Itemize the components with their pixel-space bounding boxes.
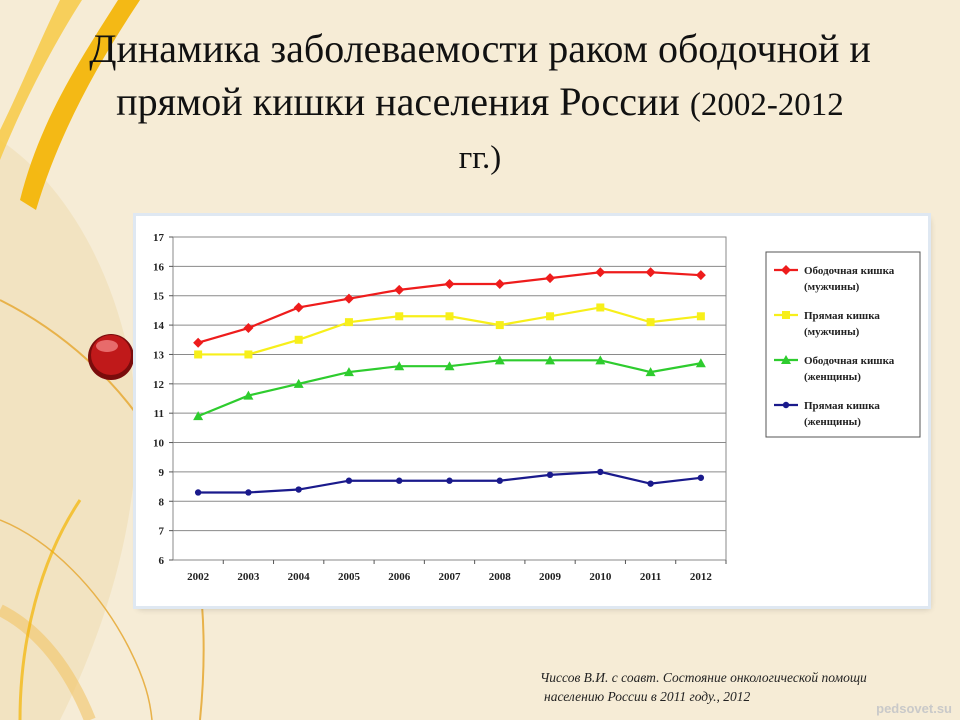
- series-2-point: [244, 350, 253, 359]
- series-2-point: [546, 312, 555, 321]
- y-tick-label: 8: [159, 496, 165, 508]
- series-3-point: [293, 378, 304, 388]
- source-citation: Чиссов В.И. с соавт. Состояние онкологич…: [540, 668, 940, 706]
- legend-swatch-marker: [782, 401, 790, 409]
- x-tick-label: 2011: [640, 571, 661, 583]
- source-line-2: населению России в 2011 году., 2012: [544, 689, 751, 704]
- x-tick-label: 2012: [690, 571, 713, 583]
- series-1-point: [695, 270, 706, 281]
- series-1-point: [595, 267, 606, 278]
- x-tick-label: 2006: [388, 571, 411, 583]
- legend-swatch-marker: [782, 311, 790, 319]
- series-4-point: [245, 489, 252, 496]
- series-3-point: [545, 355, 556, 365]
- title-line-1: Динамика заболеваемости раком ободочной …: [89, 26, 871, 71]
- y-tick-label: 7: [159, 526, 165, 538]
- series-2-point: [495, 321, 504, 330]
- y-tick-label: 17: [153, 232, 165, 244]
- legend-label: (мужчины): [804, 326, 860, 338]
- y-tick-label: 11: [154, 408, 164, 420]
- legend-label: (мужчины): [804, 281, 860, 293]
- series-3-point: [595, 355, 606, 365]
- series-1-point: [193, 337, 204, 348]
- legend-label: (женщины): [804, 416, 861, 428]
- y-tick-label: 14: [153, 320, 165, 332]
- legend-label: Прямая кишка: [804, 400, 880, 412]
- legend-label: Ободочная кишка: [804, 265, 895, 277]
- y-tick-label: 13: [153, 349, 165, 361]
- series-3-point: [494, 355, 505, 365]
- series-4-point: [647, 480, 654, 487]
- y-tick-label: 9: [159, 467, 165, 479]
- x-tick-label: 2005: [338, 571, 361, 583]
- title-line-2: прямой кишки населения России: [116, 79, 680, 124]
- ribbon-decoration: [20, 0, 140, 210]
- series-1-point: [394, 284, 405, 295]
- x-tick-label: 2004: [288, 571, 311, 583]
- series-2-point: [395, 312, 404, 321]
- title-years: (2002-2012: [689, 87, 844, 123]
- series-4-point: [396, 477, 403, 484]
- title-line-3: гг.): [458, 140, 502, 176]
- series-2-point: [646, 318, 655, 327]
- legend-swatch-marker: [781, 265, 791, 275]
- series-4-point: [546, 471, 554, 479]
- legend-label: (женщины): [804, 371, 861, 383]
- series-2-point: [194, 350, 203, 359]
- series-1-point: [645, 267, 656, 278]
- y-tick-label: 15: [153, 291, 165, 303]
- x-tick-label: 2009: [539, 571, 562, 583]
- series-3-point: [193, 411, 204, 421]
- series-2-point: [445, 312, 454, 321]
- series-3-point: [343, 367, 354, 377]
- series-4-point: [697, 474, 705, 481]
- series-4-point: [295, 486, 302, 493]
- slide-title: Динамика заболеваемости раком ободочной …: [30, 22, 930, 185]
- legend-box: [765, 251, 921, 438]
- series-3-point: [243, 390, 254, 400]
- series-2-point: [294, 335, 303, 344]
- y-tick-label: 16: [153, 261, 165, 273]
- legend-label: Ободочная кишка: [804, 355, 895, 367]
- watermark: pedsovet.su: [876, 701, 952, 716]
- x-tick-label: 2002: [187, 571, 210, 583]
- series-1-point: [293, 302, 304, 313]
- series-2-point: [344, 318, 353, 327]
- series-3-point: [394, 361, 405, 371]
- y-tick-label: 10: [153, 438, 165, 450]
- series-1-point: [343, 293, 354, 304]
- chart-panel: 6 7 8 9 10 11 12 13 14 15 16 17 2002 2003 2004 2005 2006…: [136, 216, 928, 606]
- x-tick-label: 2008: [489, 571, 512, 583]
- line-chart: 6 7 8 9 10 11 12 13 14 15 16 17 2002 2003 2004 2005 2006…: [153, 232, 921, 583]
- legend-label: Прямая кишка: [804, 310, 880, 322]
- series-1-point: [545, 273, 556, 284]
- series-1-point: [444, 278, 455, 289]
- series-1-point: [494, 278, 505, 289]
- series-4-point: [345, 477, 353, 484]
- series-3-point: [695, 358, 706, 368]
- series-4-point: [446, 477, 453, 484]
- series-1-point: [243, 323, 254, 334]
- y-tick-label: 6: [159, 555, 165, 567]
- x-tick-label: 2007: [439, 571, 462, 583]
- y-tick-label: 12: [153, 379, 165, 391]
- series-3-point: [645, 367, 656, 377]
- series-4-point: [194, 489, 202, 496]
- series-4-point: [597, 468, 604, 476]
- series-4-point: [496, 477, 503, 484]
- plot-area: [172, 236, 727, 561]
- x-tick-label: 2010: [589, 571, 612, 583]
- series-3-point: [444, 361, 455, 371]
- series-2-point: [596, 303, 605, 312]
- legend-swatch-marker: [781, 355, 791, 364]
- red-button-icon: [88, 334, 134, 380]
- series-2-point: [696, 312, 705, 321]
- x-tick-label: 2003: [237, 571, 260, 583]
- source-line-1: Чиссов В.И. с соавт. Состояние онкологич…: [540, 670, 867, 685]
